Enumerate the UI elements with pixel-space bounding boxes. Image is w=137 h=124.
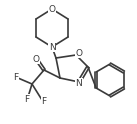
Text: O: O bbox=[48, 4, 55, 14]
Text: F: F bbox=[41, 97, 47, 107]
Text: F: F bbox=[13, 74, 18, 82]
Text: N: N bbox=[76, 78, 82, 88]
Text: F: F bbox=[24, 94, 30, 104]
Text: N: N bbox=[49, 43, 55, 51]
Text: O: O bbox=[32, 55, 39, 63]
Text: O: O bbox=[75, 48, 82, 58]
